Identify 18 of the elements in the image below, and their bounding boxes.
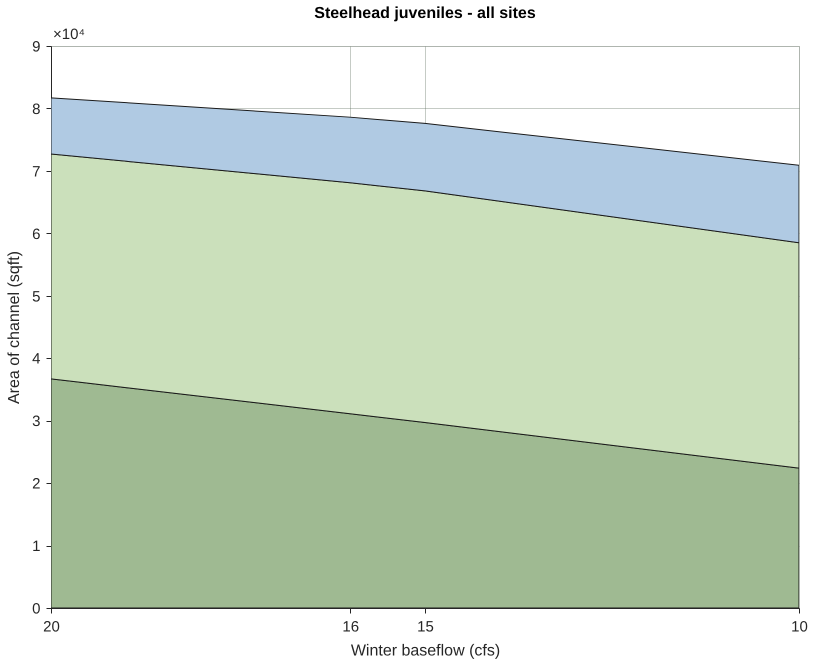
x-tick-label: 20 (43, 618, 60, 636)
y-tick-label: 8 (32, 100, 40, 118)
text: ×10⁴ (53, 26, 85, 43)
y-tick-label: 6 (32, 226, 40, 243)
y-tick-label: 1 (32, 538, 40, 556)
x-axis-title: Winter baseflow (cfs) (350, 642, 500, 660)
y-tick-label: 3 (32, 413, 40, 430)
chart-title: Steelhead juveniles - all sites (314, 5, 536, 22)
y-tick-label: 4 (32, 350, 40, 368)
y-tick-label: 7 (32, 163, 40, 180)
y-tick-label: 5 (32, 288, 40, 306)
x-tick-label: 10 (791, 618, 808, 636)
y-tick-label: 9 (32, 38, 40, 56)
x-tick-label: 16 (342, 618, 360, 636)
y-tick-label: 0 (32, 600, 40, 618)
y-axis-title: Area of channel (sqft) (6, 251, 24, 404)
x-tick-label: 15 (417, 618, 434, 636)
y-tick-label: 2 (32, 476, 40, 493)
